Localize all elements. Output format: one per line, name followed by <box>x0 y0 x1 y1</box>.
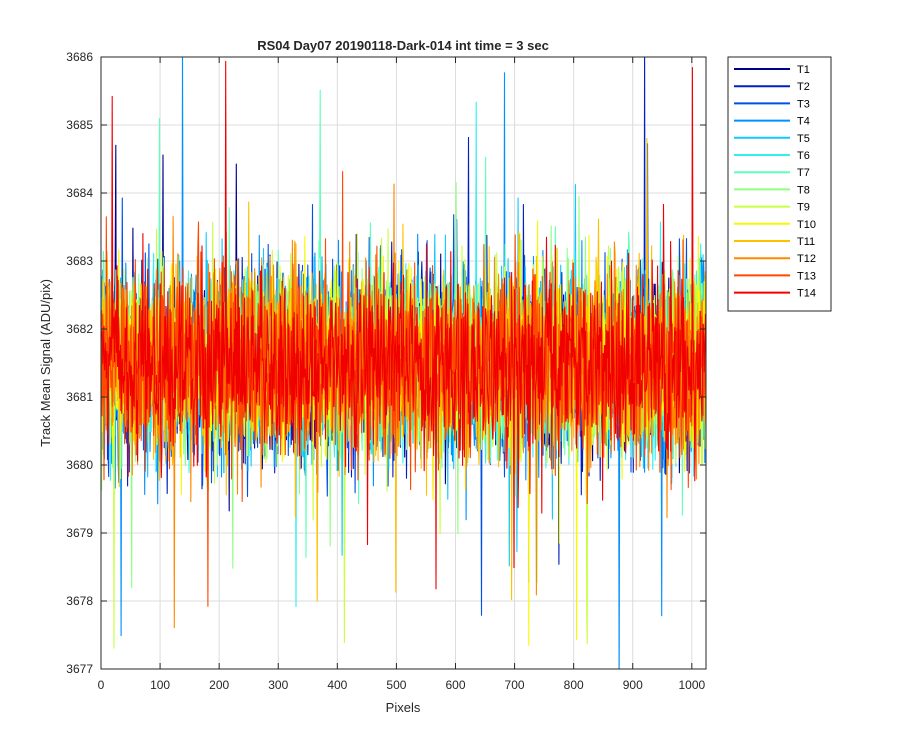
legend-label-t8: T8 <box>797 184 810 196</box>
y-tick-label: 3685 <box>66 118 93 132</box>
x-tick-label: 400 <box>327 678 347 692</box>
x-tick-label: 0 <box>98 678 105 692</box>
legend-label-t1: T1 <box>797 64 810 76</box>
y-tick-label: 3680 <box>66 458 93 472</box>
x-tick-label: 900 <box>623 678 643 692</box>
y-tick-labels: 3677 3678 3679 3680 3681 3682 3683 3684 3685 3686 <box>66 50 93 676</box>
x-tick-labels: 0 100 200 300 400 500 600 700 800 900 1000 <box>98 678 706 692</box>
series-line-t14 <box>101 60 706 590</box>
legend-label-t6: T6 <box>797 150 810 162</box>
x-tick-label: 100 <box>150 678 170 692</box>
y-tick-label: 3679 <box>66 526 93 540</box>
legend-label-t3: T3 <box>797 98 810 110</box>
legend-label-t14: T14 <box>797 288 816 300</box>
legend-label-t7: T7 <box>797 167 810 179</box>
y-tick-label: 3683 <box>66 254 93 268</box>
x-tick-label: 500 <box>386 678 406 692</box>
legend-label-t11: T11 <box>797 236 815 248</box>
y-tick-label: 3682 <box>66 322 93 336</box>
y-axis-label: Track Mean Signal (ADU/pix) <box>38 279 53 447</box>
legend-label-t9: T9 <box>797 202 810 214</box>
legend-label-t2: T2 <box>797 81 810 93</box>
legend-label-t5: T5 <box>797 133 810 145</box>
x-tick-label: 200 <box>209 678 229 692</box>
y-tick-label: 3686 <box>66 50 93 64</box>
x-tick-label: 800 <box>564 678 584 692</box>
axis-ticks <box>100 56 706 670</box>
legend: T1 T2 T3 T4 T5 T6 T7 T8 T9 T10 T11 T12 T13 T14 <box>727 56 832 312</box>
legend-label-t10: T10 <box>797 219 816 231</box>
series-layer <box>101 57 706 669</box>
chart-title: RS04 Day07 20190118-Dark-014 int time = … <box>257 38 549 53</box>
y-tick-label: 3684 <box>66 186 93 200</box>
legend-label-t4: T4 <box>797 116 810 128</box>
x-tick-label: 600 <box>445 678 465 692</box>
y-tick-label: 3678 <box>66 594 93 608</box>
y-tick-label: 3677 <box>66 662 93 676</box>
x-tick-label: 700 <box>505 678 525 692</box>
x-tick-label: 300 <box>268 678 288 692</box>
legend-label-t12: T12 <box>797 253 816 265</box>
legend-box <box>727 56 832 312</box>
x-tick-label: 1000 <box>678 678 705 692</box>
legend-label-t13: T13 <box>797 270 816 282</box>
y-tick-label: 3681 <box>66 390 93 404</box>
plot-frame <box>100 56 707 670</box>
x-axis-label: Pixels <box>386 700 421 715</box>
